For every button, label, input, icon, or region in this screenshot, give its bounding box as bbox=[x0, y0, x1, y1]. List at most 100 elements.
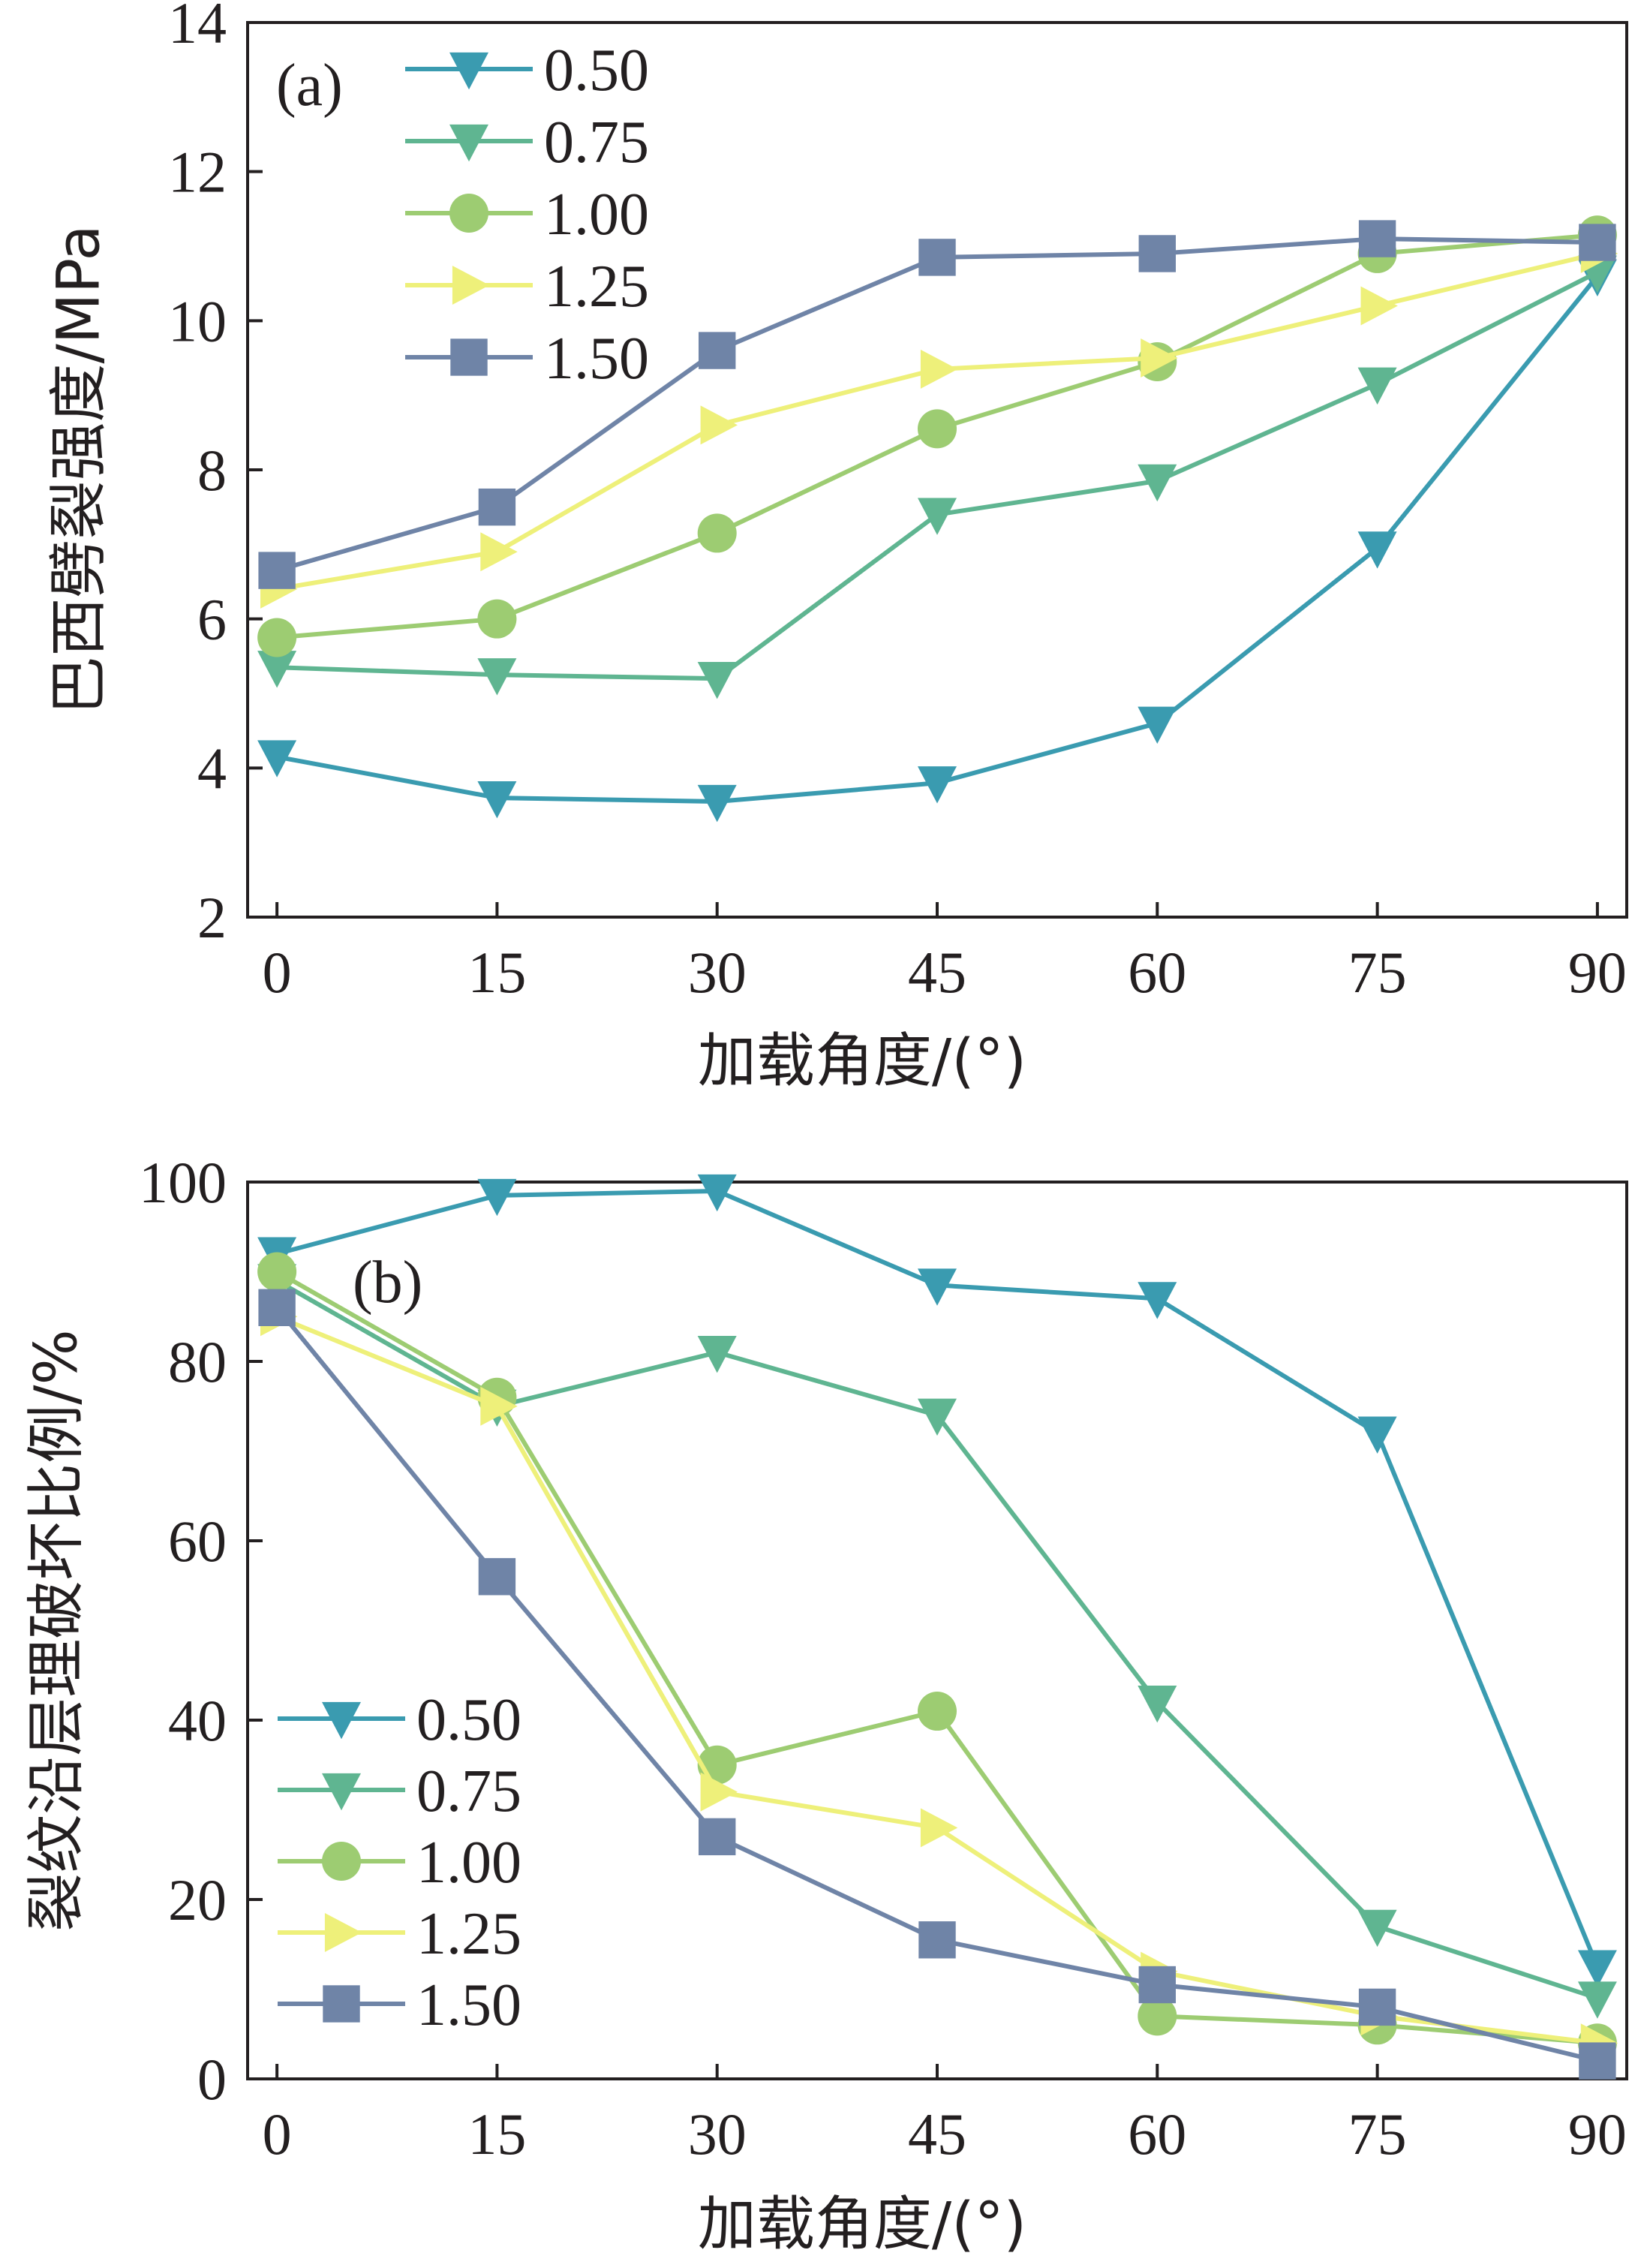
x-tick-label: 90 bbox=[1568, 940, 1627, 1005]
panel-label: (a) bbox=[276, 53, 343, 119]
x-tick-label: 60 bbox=[1128, 940, 1186, 1005]
series-0.75 bbox=[257, 255, 1617, 699]
data-point bbox=[257, 618, 297, 657]
y-tick-label: 8 bbox=[197, 438, 227, 503]
panel-b: 0 15 30 45 60 75 90 0 20 40 60 80 100 加载角度/(°) 裂纹沿层理破坏… bbox=[23, 1150, 1628, 2258]
data-point bbox=[1358, 220, 1396, 257]
data-point bbox=[918, 1692, 957, 1731]
data-point bbox=[700, 1772, 738, 1812]
y-axis-title: 裂纹沿层理破坏比例/% bbox=[23, 1329, 90, 1931]
x-tick-label: 30 bbox=[688, 2101, 747, 2167]
legend-marker bbox=[452, 266, 490, 305]
x-tick-label: 0 bbox=[263, 2101, 292, 2167]
data-point bbox=[1138, 1966, 1176, 2004]
x-axis-title: 加载角度/(°) bbox=[698, 2191, 1026, 2258]
data-point bbox=[700, 405, 738, 445]
data-point bbox=[1358, 1988, 1396, 2026]
data-point bbox=[697, 513, 737, 553]
data-point bbox=[699, 1818, 736, 1856]
legend-label: 0.50 bbox=[416, 1687, 521, 1753]
legend-marker bbox=[449, 194, 488, 233]
data-point bbox=[477, 1178, 517, 1217]
legend: 0.500.751.001.251.50 bbox=[405, 38, 649, 392]
data-point bbox=[697, 1335, 737, 1373]
data-point bbox=[478, 1558, 516, 1596]
data-point bbox=[918, 1398, 957, 1436]
panel-a: 0 15 30 45 60 75 90 2 4 6 8 10 12 14 加载角度/(°) 巴西劈裂强度/MP… bbox=[45, 0, 1628, 1095]
data-point bbox=[480, 1386, 518, 1426]
data-point bbox=[258, 552, 296, 589]
data-point bbox=[477, 658, 517, 696]
panel-label: (b) bbox=[353, 1250, 422, 1316]
data-point bbox=[1138, 706, 1177, 744]
y-tick-label: 12 bbox=[168, 140, 227, 205]
data-point bbox=[920, 349, 958, 389]
legend-label: 1.25 bbox=[544, 254, 649, 320]
data-point bbox=[1138, 1996, 1177, 2036]
data-point bbox=[1357, 367, 1397, 405]
x-tick-label: 75 bbox=[1348, 2101, 1407, 2167]
data-point bbox=[1357, 1416, 1397, 1454]
data-point bbox=[1138, 1282, 1177, 1319]
data-point bbox=[478, 488, 516, 526]
y-tick-label: 100 bbox=[139, 1150, 227, 1215]
legend-label: 1.25 bbox=[416, 1901, 521, 1967]
data-point bbox=[699, 332, 736, 369]
x-tick-label: 45 bbox=[908, 940, 966, 1005]
data-point bbox=[480, 532, 518, 572]
legend-label: 1.50 bbox=[416, 1972, 521, 2038]
series-1.25 bbox=[260, 233, 1618, 609]
x-tick-label: 90 bbox=[1568, 2101, 1627, 2167]
data-point bbox=[477, 781, 517, 819]
data-point bbox=[257, 651, 297, 688]
x-axis-title: 加载角度/(°) bbox=[698, 1027, 1026, 1095]
legend-label: 0.50 bbox=[544, 38, 649, 104]
data-point bbox=[918, 766, 957, 804]
y-tick-label: 0 bbox=[197, 2047, 227, 2112]
x-tick-label: 0 bbox=[263, 940, 292, 1005]
data-point bbox=[1357, 1909, 1397, 1948]
y-tick-label: 6 bbox=[197, 587, 227, 652]
data-point bbox=[1579, 2042, 1616, 2080]
data-point bbox=[1138, 1686, 1177, 1723]
x-tick-label: 75 bbox=[1348, 940, 1407, 1005]
data-point bbox=[918, 239, 956, 276]
x-tick-label: 45 bbox=[908, 2101, 966, 2167]
legend-label: 0.75 bbox=[544, 110, 649, 176]
x-tick-label: 60 bbox=[1128, 2101, 1186, 2167]
data-point bbox=[697, 662, 737, 699]
y-tick-label: 40 bbox=[168, 1688, 227, 1753]
legend-marker bbox=[323, 1985, 360, 2023]
y-tick-label: 80 bbox=[168, 1329, 227, 1394]
y-tick-label: 10 bbox=[168, 288, 227, 353]
legend-label: 1.00 bbox=[544, 182, 649, 248]
y-tick-label: 14 bbox=[168, 0, 227, 56]
data-point bbox=[1577, 1950, 1617, 1987]
y-tick-label: 20 bbox=[168, 1867, 227, 1933]
data-point bbox=[1579, 224, 1616, 261]
x-tick-label: 15 bbox=[467, 2101, 526, 2167]
y-axis-title: 巴西劈裂强度/MPa bbox=[45, 225, 113, 715]
data-point bbox=[258, 1289, 296, 1326]
x-tick-label: 30 bbox=[688, 940, 747, 1005]
data-point bbox=[918, 1921, 956, 1959]
legend-marker bbox=[322, 1773, 361, 1811]
data-point bbox=[920, 1808, 958, 1848]
data-point bbox=[918, 498, 957, 535]
data-point bbox=[1357, 531, 1397, 569]
data-point bbox=[697, 784, 737, 823]
y-tick-label: 2 bbox=[197, 885, 227, 950]
data-point bbox=[257, 1252, 297, 1292]
data-point bbox=[1138, 235, 1176, 272]
series-1.50 bbox=[258, 1289, 1616, 2080]
data-point bbox=[697, 1174, 737, 1212]
legend: 0.500.751.001.251.50 bbox=[278, 1687, 521, 2038]
data-point bbox=[257, 740, 297, 778]
y-tick-label: 4 bbox=[197, 735, 227, 801]
legend-marker bbox=[449, 52, 488, 90]
legend-marker bbox=[322, 1842, 361, 1881]
data-point bbox=[477, 599, 517, 639]
legend-marker bbox=[449, 124, 488, 162]
series-line bbox=[277, 270, 1599, 681]
